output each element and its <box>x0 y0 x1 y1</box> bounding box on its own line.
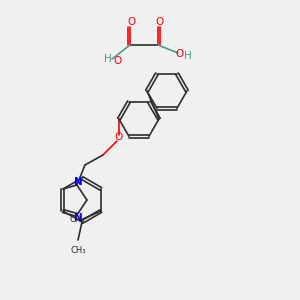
Text: O: O <box>115 132 123 142</box>
Text: O: O <box>113 56 121 66</box>
Text: CH₃: CH₃ <box>69 214 85 224</box>
Text: O: O <box>155 17 163 27</box>
Text: O: O <box>176 49 184 59</box>
Text: H: H <box>184 51 192 61</box>
Text: O: O <box>127 17 135 27</box>
Text: H: H <box>104 54 112 64</box>
Text: N: N <box>74 177 82 187</box>
Text: CH₃: CH₃ <box>70 246 86 255</box>
Text: N: N <box>74 213 82 223</box>
